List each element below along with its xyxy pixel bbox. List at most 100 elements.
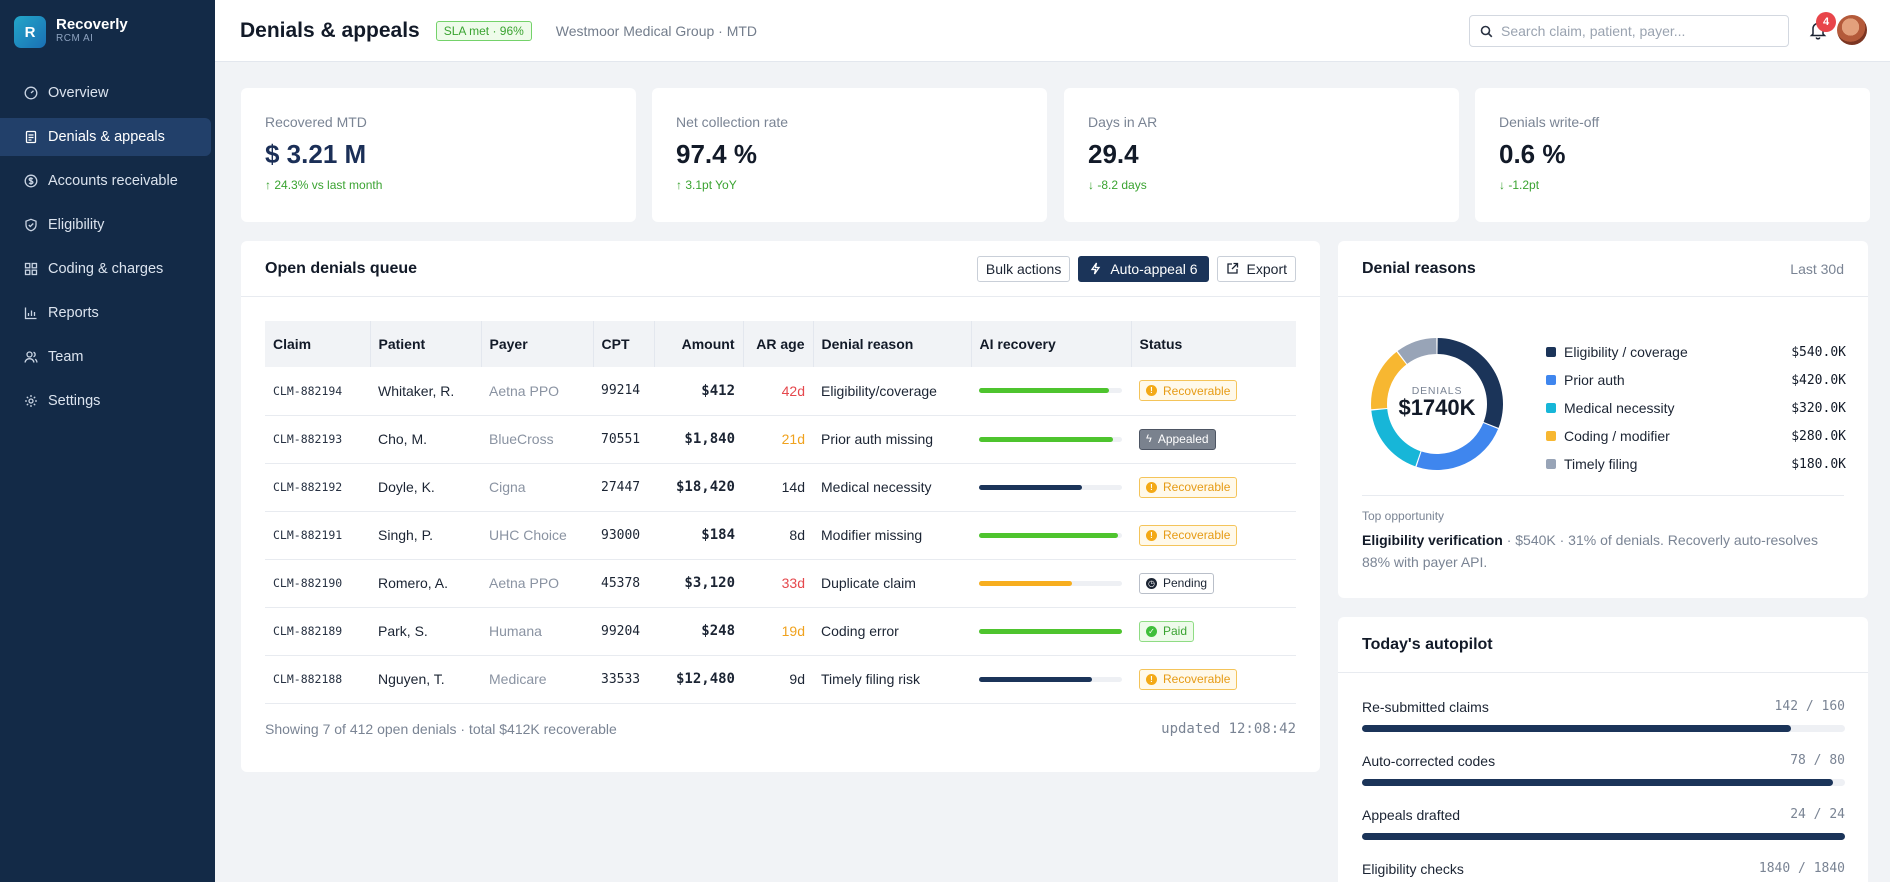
claim-id[interactable]: CLM-882188	[265, 655, 370, 704]
claim-id[interactable]: CLM-882191	[265, 511, 370, 560]
bulk-actions-button[interactable]: Bulk actions	[976, 255, 1071, 282]
chart-icon	[24, 306, 38, 320]
status-badge[interactable]: ! Recoverable	[1139, 380, 1238, 402]
shield-icon	[24, 218, 38, 232]
col-status[interactable]: Status	[1131, 321, 1296, 367]
legend-item[interactable]: Eligibility / coverage $540.0K	[1546, 338, 1846, 366]
denials-table: Claim Patient Payer CPT Amount AR age De…	[265, 321, 1296, 704]
search-input[interactable]	[1501, 23, 1771, 39]
col-claim[interactable]: Claim	[265, 321, 371, 367]
sidebar-item-coding[interactable]: Coding & charges	[0, 250, 211, 288]
table-row[interactable]: CLM-882192 Doyle, K. Cigna 27447 $18,420…	[265, 463, 1296, 512]
ai-recovery-cell	[971, 511, 1131, 560]
status-icon: ✓	[1146, 625, 1157, 637]
donut-slice[interactable]	[1371, 409, 1421, 467]
col-cpt[interactable]: CPT	[593, 321, 655, 367]
table-row[interactable]: CLM-882189 Park, S. Humana 99204 $248 19…	[265, 607, 1296, 656]
claim-id[interactable]: CLM-882189	[265, 607, 370, 656]
sidebar-item-label: Denials & appeals	[48, 129, 165, 145]
payer-name: Aetna PPO	[481, 367, 593, 416]
gauge-icon	[24, 86, 38, 100]
claim-amount: $248	[654, 607, 743, 656]
col-amount[interactable]: Amount	[654, 321, 744, 367]
brand-logo: R	[14, 16, 46, 48]
col-denial-reason[interactable]: Denial reason	[813, 321, 972, 367]
recovery-bar	[979, 436, 1122, 442]
kpi-card-write-off: Denials write-off 0.6 % ↓ -1.2pt	[1475, 88, 1870, 222]
sidebar-item-label: Team	[48, 349, 84, 365]
legend-item[interactable]: Prior auth $420.0K	[1546, 366, 1846, 394]
status-badge[interactable]: ! Recoverable	[1139, 476, 1238, 498]
donut-slice[interactable]	[1371, 351, 1407, 410]
arrow-up-icon: ↑	[676, 178, 686, 192]
denial-reasons-panel: Denial reasons Last 30d DENIALS $1740K E…	[1338, 241, 1868, 598]
donut-slice[interactable]	[1397, 338, 1437, 364]
recovery-bar	[979, 388, 1122, 394]
kpi-label: Denials write-off	[1499, 114, 1600, 130]
auto-appeal-button[interactable]: Auto-appeal 6	[1078, 255, 1209, 282]
payer-name: Cigna	[481, 463, 593, 512]
queue-title: Open denials queue	[265, 259, 418, 277]
status-badge[interactable]: ϟ Appealed	[1139, 428, 1216, 450]
donut-slice[interactable]	[1416, 422, 1499, 470]
sidebar-item-eligibility[interactable]: Eligibility	[0, 206, 211, 244]
sidebar-item-settings[interactable]: Settings	[0, 382, 211, 420]
donut-legend: Eligibility / coverage $540.0K Prior aut…	[1546, 338, 1846, 478]
top-opportunity-text: Eligibility verification · $540K · 31% o…	[1362, 532, 1818, 570]
sidebar-item-overview[interactable]: Overview	[0, 74, 211, 112]
claim-id[interactable]: CLM-882192	[265, 463, 370, 512]
claim-amount: $1,840	[654, 415, 743, 464]
ai-recovery-cell	[971, 559, 1131, 608]
legend-label: Eligibility / coverage	[1564, 344, 1688, 360]
sidebar-item-reports[interactable]: Reports	[0, 294, 211, 332]
claim-id[interactable]: CLM-882190	[265, 559, 370, 608]
col-patient[interactable]: Patient	[370, 321, 482, 367]
table-row[interactable]: CLM-882194 Whitaker, R. Aetna PPO 99214 …	[265, 367, 1296, 416]
patient-name: Nguyen, T.	[370, 655, 481, 704]
col-ar-age[interactable]: AR age	[743, 321, 814, 367]
table-row[interactable]: CLM-882188 Nguyen, T. Medicare 33533 $12…	[265, 655, 1296, 704]
status-badge[interactable]: ! Recoverable	[1139, 524, 1238, 546]
search-box[interactable]	[1469, 15, 1789, 47]
legend-item[interactable]: Medical necessity $320.0K	[1546, 394, 1846, 422]
kpi-delta: ↑ 3.1pt YoY	[676, 178, 737, 192]
brand[interactable]: R Recoverly RCM AI	[0, 0, 215, 64]
claim-id[interactable]: CLM-882194	[265, 367, 370, 416]
status-icon: !	[1146, 481, 1157, 493]
cpt-code: 70551	[593, 415, 654, 464]
status-badge[interactable]: ◷ Pending	[1139, 572, 1215, 594]
legend-item[interactable]: Timely filing $180.0K	[1546, 450, 1846, 478]
autopilot-progress	[1362, 779, 1845, 786]
legend-item[interactable]: Coding / modifier $280.0K	[1546, 422, 1846, 450]
table-row[interactable]: CLM-882193 Cho, M. BlueCross 70551 $1,84…	[265, 415, 1296, 464]
table-row[interactable]: CLM-882190 Romero, A. Aetna PPO 45378 $3…	[265, 559, 1296, 608]
cpt-code: 45378	[593, 559, 654, 608]
user-avatar[interactable]	[1837, 15, 1867, 45]
status-icon: !	[1146, 529, 1157, 541]
table-row[interactable]: CLM-882191 Singh, P. UHC Choice 93000 $1…	[265, 511, 1296, 560]
sidebar-item-denials[interactable]: Denials & appeals	[0, 118, 211, 156]
col-payer[interactable]: Payer	[481, 321, 594, 367]
ar-age: 9d	[743, 655, 813, 704]
autopilot-panel: Today's autopilot Re-submitted claims 14…	[1338, 617, 1868, 882]
denial-reason: Duplicate claim	[813, 559, 971, 608]
sidebar-item-accounts-receivable[interactable]: Accounts receivable	[0, 162, 211, 200]
top-header: Denials & appeals SLA met · 96% Westmoor…	[215, 0, 1890, 62]
legend-label: Medical necessity	[1564, 400, 1675, 416]
sidebar-item-label: Reports	[48, 305, 99, 321]
ai-recovery-cell	[971, 367, 1131, 416]
table-footer: Showing 7 of 412 open denials · total $4…	[265, 721, 1296, 737]
sidebar-item-team[interactable]: Team	[0, 338, 211, 376]
patient-name: Cho, M.	[370, 415, 481, 464]
claim-id[interactable]: CLM-882193	[265, 415, 370, 464]
reasons-range[interactable]: Last 30d	[1790, 260, 1844, 277]
brand-name: Recoverly	[56, 16, 128, 33]
donut-slice[interactable]	[1437, 338, 1504, 428]
status-badge[interactable]: ! Recoverable	[1139, 668, 1238, 690]
patient-name: Romero, A.	[370, 559, 481, 608]
status-badge[interactable]: ✓ Paid	[1139, 620, 1195, 642]
recovery-bar-fill	[979, 532, 1118, 538]
export-button[interactable]: Export	[1216, 255, 1296, 282]
status-cell: ◷ Pending	[1131, 559, 1296, 608]
col-ai-recovery[interactable]: AI recovery	[971, 321, 1132, 367]
